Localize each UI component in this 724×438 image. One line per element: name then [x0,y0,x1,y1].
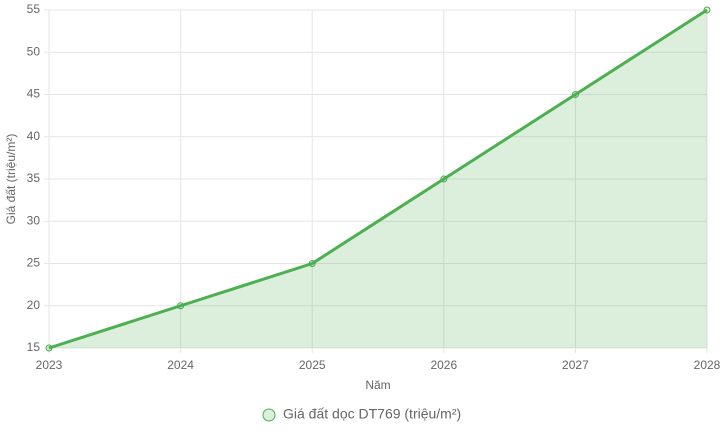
point [440,175,448,183]
x-tick-label: 2027 [562,358,589,372]
line [48,8,708,350]
x-tick-label: 2024 [167,358,194,372]
y-tick-label: 50 [27,44,41,58]
x-tick-label: 2028 [694,358,721,372]
y-tick-label: 30 [27,213,41,227]
point [703,6,711,14]
x-tick-label: 2023 [36,358,63,372]
legend: Giá đất dọc DT769 (triệu/m²) [262,406,461,422]
x-tick-label: 2026 [430,358,457,372]
y-axis-title: Giá đất (triệu/m²) [4,134,18,225]
point [177,302,185,310]
point [571,91,579,98]
y-tick-label: 15 [27,340,41,354]
y-tick-label: 25 [27,256,41,270]
y-tick-label: 55 [27,2,41,16]
y-tick-label: 45 [27,87,41,101]
point [308,260,316,267]
x-tick-label: 2025 [299,358,326,372]
x-axis-title: Năm [365,378,390,392]
legend-marker [262,408,276,422]
legend-label: Giá đất dọc DT769 (triệu/m²) [283,406,461,422]
area [49,10,707,348]
y-tick-label: 40 [27,129,41,143]
y-tick-label: 20 [27,298,41,312]
y-tick-label: 35 [27,171,41,185]
point [45,344,53,352]
